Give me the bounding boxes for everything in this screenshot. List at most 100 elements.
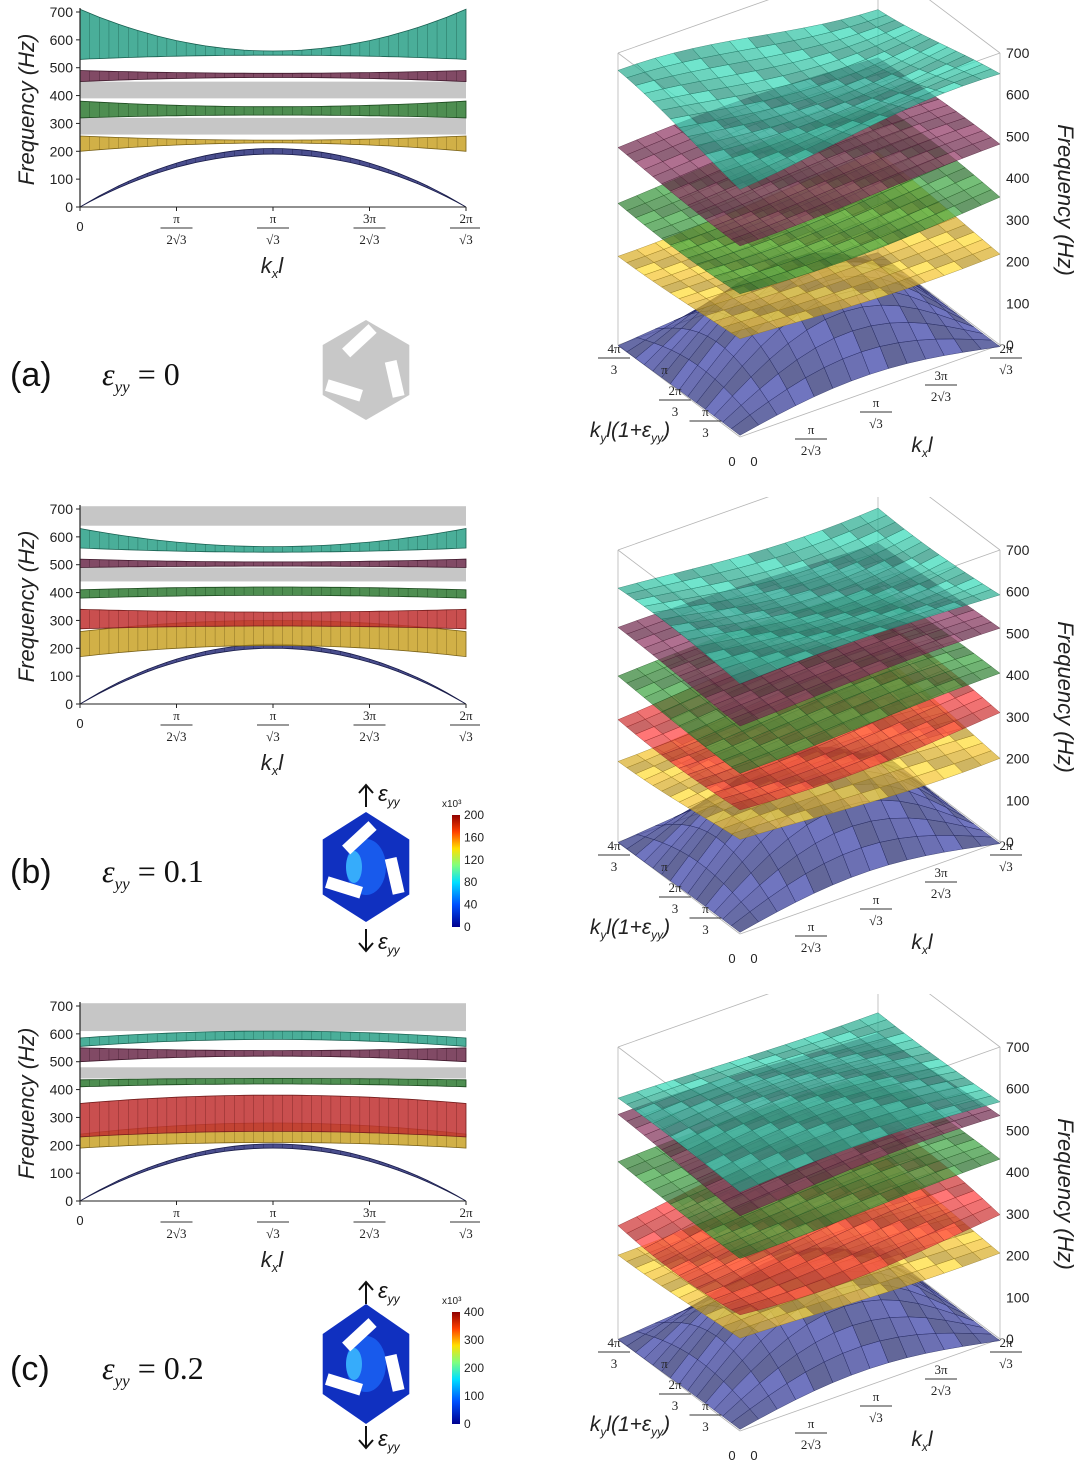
strain-subscript: yy [114, 1371, 130, 1391]
x-tick-label: 0 [76, 1213, 83, 1228]
strain-number: = 0 [129, 356, 180, 392]
x-tick-label-num: 3π [934, 1362, 948, 1377]
unit-cell-slit [384, 359, 405, 398]
unit-cell-(b): εyy εyy [322, 781, 410, 957]
x-tick-label: π 2√3 [795, 919, 827, 955]
band-gap-1 [80, 81, 466, 99]
z-tick-label: 0 [1006, 834, 1014, 850]
x-tick-label: π √3 [257, 211, 289, 247]
y-tick-label: 400 [50, 585, 74, 601]
x-tick-label-den: √3 [459, 729, 473, 744]
x-tick-label-den: √3 [869, 416, 883, 431]
x-tick-label: 2π√3 [450, 708, 480, 744]
unit-cell-slit [384, 1353, 405, 1392]
x-axis-label-sub: x [271, 266, 279, 281]
panel-a: 0 100 200 300 400 500 600 700 0 π 2√3 π √3 3π 2√3 2π √3 F… [0, 0, 1076, 488]
x-tick-label: 2π√3 [450, 1205, 480, 1241]
y-tick-label-num: 4π [607, 838, 621, 853]
y-tick-label: 0 [65, 696, 73, 712]
sub: x [921, 1440, 929, 1454]
band-mesh-band-2 [89, 1123, 457, 1148]
y-tick-label: 400 [50, 1082, 74, 1098]
surface-plot-c: 0 100 200 300 400 500 600 700 Frequency (Hz) 0 π 2√… [590, 994, 1076, 1463]
strain-subscript: yy [114, 377, 130, 397]
strain-number: = 0.1 [129, 853, 204, 889]
x-tick-label-num: 3π [363, 708, 377, 723]
x-tick-label-num: π [173, 211, 180, 226]
strain-arrow-up-label: εyy [378, 1278, 401, 1306]
y-tick-label: 0 [65, 199, 73, 215]
x-tick-label-den: √3 [999, 859, 1013, 874]
band-plot-a: 01002003004005006007000π2√3π√33π2√32π√3F… [14, 4, 480, 281]
y-tick-label-den: 3 [611, 1356, 618, 1371]
y-tick-label: 0 [728, 1448, 735, 1463]
y-tick-label-den: 3 [702, 922, 709, 937]
y-tick-label: 2π3 [659, 383, 691, 419]
x-axis-label: kxl [911, 1428, 934, 1454]
x-tick-label-num: π [173, 1205, 180, 1220]
band-mesh-band-4 [89, 70, 457, 82]
x-tick-label-den: 2√3 [166, 232, 186, 247]
z-tick-label: 600 [1006, 87, 1030, 103]
x-tick-label: π 2√3 [160, 708, 193, 744]
x-tick-label-num: π [873, 1389, 880, 1404]
box-edge [739, 841, 1001, 935]
band-mesh-band-1 [89, 1143, 457, 1196]
z-axis-label: Frequency (Hz) [1053, 124, 1076, 276]
z-tick-label: 200 [1006, 1248, 1030, 1264]
x-axis-label-sub: x [271, 1260, 279, 1275]
sub: yy [650, 431, 664, 445]
band-mesh-band-3 [89, 609, 457, 629]
band-mesh-band-5 [89, 559, 457, 568]
sub: yy [387, 943, 401, 957]
strain-number: = 0.2 [129, 1350, 204, 1386]
x-tick-label: 3π2√3 [353, 211, 386, 247]
x-axis-label-l: l [278, 1247, 284, 1272]
y-tick-label: 300 [50, 1109, 74, 1125]
x-axis-label: kxl [911, 931, 934, 957]
y-tick-label: 2π3 [659, 880, 691, 916]
x-axis-label: kxl [261, 750, 285, 778]
x-axis-label: kxl [261, 1247, 285, 1275]
x-tick-label: π √3 [860, 892, 892, 928]
z-axis-label: Frequency (Hz) [1053, 621, 1076, 773]
band-mesh-band-5 [89, 1048, 457, 1062]
sub: yy [650, 928, 664, 942]
unit-cell-slit [342, 821, 377, 855]
l: l [928, 931, 934, 954]
y-tick-label-num: 2π [668, 383, 682, 398]
y-axis-label: kyl(1+εyy) [590, 916, 670, 942]
y-tick-label-den: 3 [702, 1419, 709, 1434]
box-edge [739, 1338, 1001, 1432]
x-tick-label-num: π [270, 211, 277, 226]
color-bar-tick: 120 [464, 853, 484, 867]
y-tick-label: 700 [50, 4, 74, 20]
y-tick-label-den: 3 [611, 859, 618, 874]
x-tick-label: 0 [750, 1448, 757, 1463]
z-tick-label: 100 [1006, 295, 1030, 311]
y-tick-label-den: 3 [672, 901, 679, 916]
x-axis-label-l: l [278, 253, 284, 278]
z-tick-label: 400 [1006, 170, 1030, 186]
y-tick-label-den: 3 [672, 404, 679, 419]
l: l(1+ε [606, 419, 652, 442]
y-tick-label: 100 [50, 1165, 74, 1181]
unit-cell-(c): εyy εyy [322, 1278, 410, 1454]
y-tick-label: 600 [50, 32, 74, 48]
band-mesh-band-1 [89, 148, 457, 202]
z-tick-label: 0 [1006, 1331, 1014, 1347]
x-axis-label: kxl [261, 253, 285, 281]
band-plot-c: 01002003004005006007000π2√3π√33π2√32π√3F… [14, 998, 480, 1275]
x-tick-label: 0 [76, 716, 83, 731]
y-axis-label: Frequency (Hz) [14, 34, 39, 186]
unit-cell-slit [325, 1373, 363, 1396]
band-mesh-band-6 [89, 1031, 457, 1046]
z-tick-label: 500 [1006, 625, 1030, 641]
surface-patch [859, 1012, 888, 1026]
x-tick-label: 3π2√3 [925, 865, 957, 901]
z-tick-label: 0 [1006, 337, 1014, 353]
y-tick-label: 500 [50, 557, 74, 573]
x-tick-label-den: √3 [266, 729, 280, 744]
x-tick-label-den: √3 [459, 232, 473, 247]
sub: yy [387, 1292, 401, 1306]
